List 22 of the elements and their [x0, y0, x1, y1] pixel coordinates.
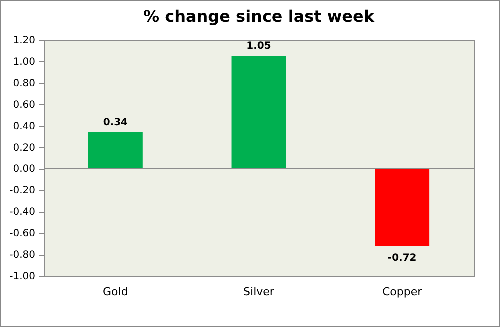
y-tick-label: 1.00 [13, 56, 36, 68]
y-tick-label: -0.40 [10, 207, 36, 218]
y-tick-label: 0.60 [13, 100, 36, 111]
y-tick-label: 0.20 [13, 142, 36, 154]
x-tick-label: Copper [382, 286, 423, 298]
bar [375, 168, 430, 246]
y-tick-label: 0.40 [13, 121, 36, 132]
data-label: 1.05 [246, 41, 272, 52]
y-tick-label: -1.00 [10, 272, 36, 282]
bar [88, 132, 143, 169]
y-tick-label: 0.80 [13, 78, 36, 90]
y-tick-label: 0.00 [13, 164, 36, 176]
data-label: -0.72 [388, 252, 417, 264]
data-label: 0.34 [103, 117, 128, 128]
chart-title: % change since last week [144, 7, 375, 26]
bar [232, 56, 286, 169]
x-tick-label: Gold [103, 286, 128, 298]
y-tick-label: -0.60 [10, 228, 36, 240]
y-tick-label: 1.20 [13, 36, 36, 46]
y-tick-label: -0.20 [10, 186, 36, 197]
x-tick-label: Silver [244, 286, 275, 298]
y-tick-label: -0.80 [10, 250, 36, 262]
